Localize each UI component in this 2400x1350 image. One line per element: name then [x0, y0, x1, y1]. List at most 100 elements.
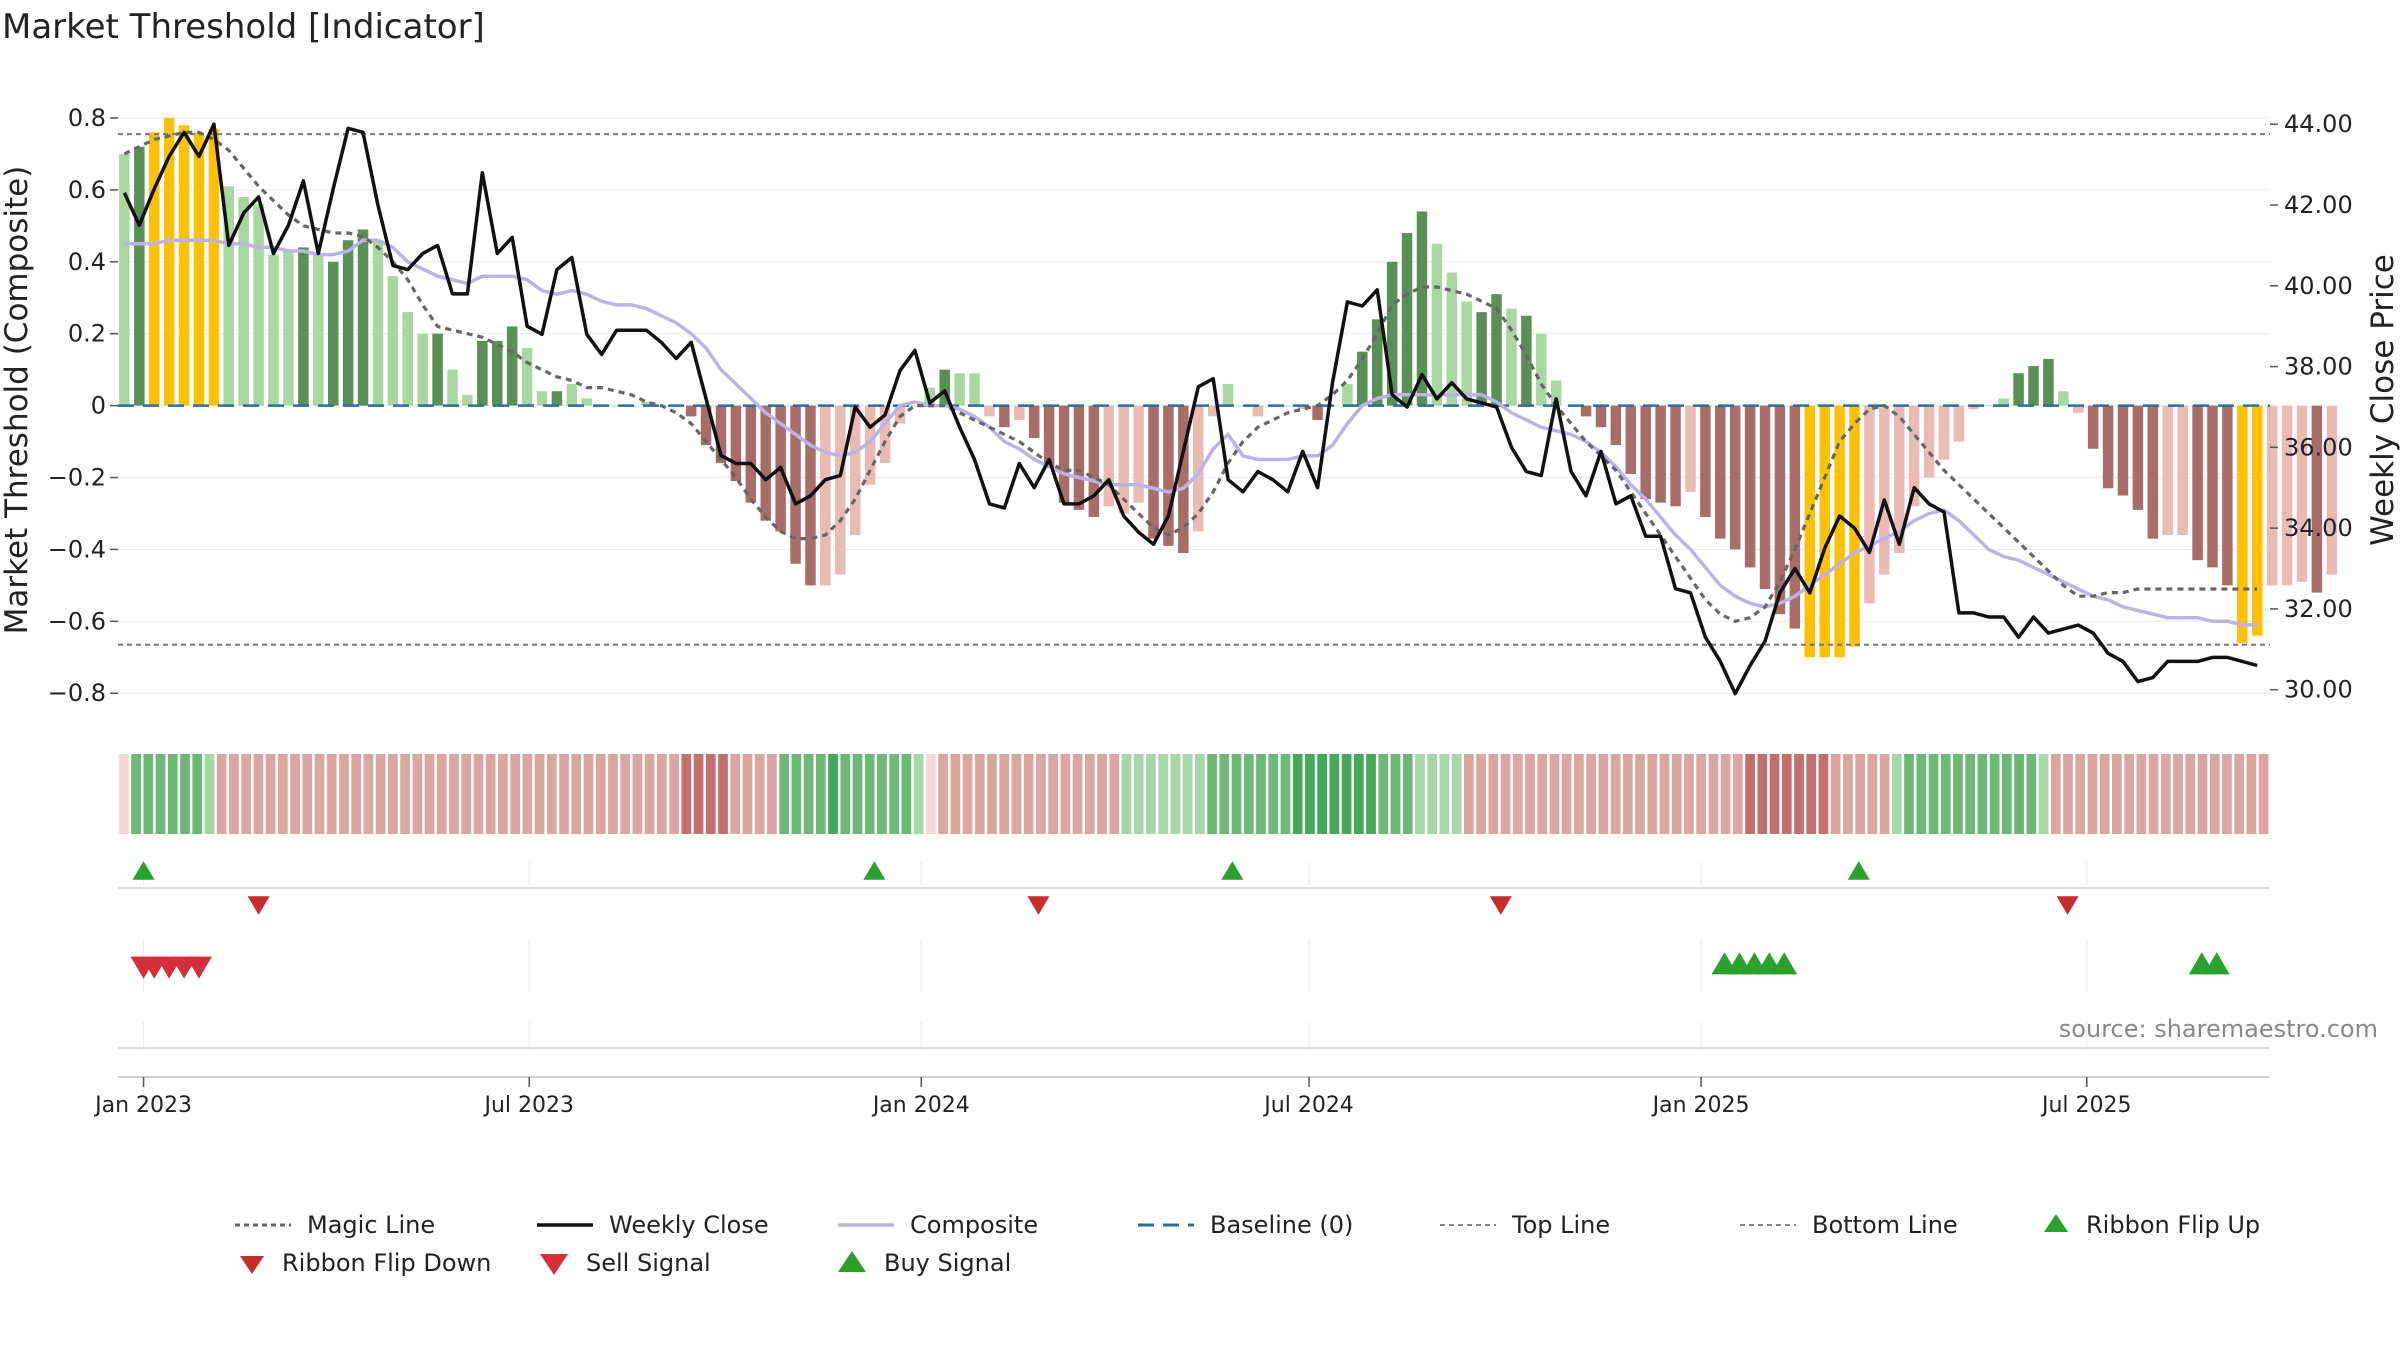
ribbon-cell [1574, 754, 1584, 834]
ribbon-cell [1928, 754, 1939, 834]
ribbon-cell [974, 754, 985, 834]
composite-bar [1491, 294, 1502, 406]
composite-bar [745, 405, 757, 503]
composite-bar [939, 369, 950, 406]
ribbon-cell [1195, 754, 1205, 834]
composite-bar [1894, 405, 1905, 554]
ribbon-cell [1586, 754, 1596, 834]
ribbon-cell [180, 754, 190, 834]
ribbon-cell [326, 754, 337, 834]
ribbon-cell [938, 754, 948, 834]
ribbon-cell [1207, 754, 1217, 834]
ribbon-cell [1023, 754, 1034, 834]
ribbon-cell [473, 754, 484, 834]
composite-bar [1595, 405, 1607, 428]
legend: Magic Line Weekly Close Composite Baseline … [235, 1211, 2260, 1277]
ribbon-cell [644, 754, 655, 834]
composite-bar [969, 373, 980, 406]
ribbon-cell [498, 754, 508, 834]
composite-bar [1357, 351, 1368, 406]
legend-label: Ribbon Flip Down [282, 1249, 491, 1277]
composite-bar [2296, 405, 2308, 582]
composite-bar [402, 312, 414, 406]
ribbon-cell [1011, 754, 1022, 834]
ribbon-cell [253, 754, 264, 834]
x-tick-label: Jan 2025 [1651, 1093, 1750, 1118]
ribbon-cell [2075, 754, 2086, 834]
ribbon-cell [1170, 754, 1181, 834]
ribbon-cell [669, 754, 679, 834]
ribbon-cell [828, 754, 838, 834]
ribbon-cell [815, 754, 826, 834]
series-lines [118, 122, 2270, 696]
ribbon-cell [400, 754, 410, 834]
composite-bar [1834, 405, 1845, 658]
ribbon-cell [339, 754, 349, 834]
ribbon-cell [1891, 754, 1902, 834]
ribbon-cell [351, 754, 362, 834]
legend-label: Composite [910, 1211, 1038, 1239]
weekly-close-line [122, 122, 2258, 696]
composite-bar [238, 197, 249, 406]
ribbon-cell [192, 754, 203, 834]
ribbon-cell [2002, 754, 2012, 834]
ribbon-cell [2197, 754, 2208, 834]
ribbon-cell [1427, 754, 1438, 834]
ribbon-cell [1464, 754, 1474, 834]
ribbon-cell [1390, 754, 1401, 834]
ribbon-cell [2246, 754, 2257, 834]
ribbon-cell [167, 754, 178, 834]
ribbon-cell [1060, 754, 1071, 834]
ribbon-cell [595, 754, 606, 834]
composite-bar [417, 333, 428, 406]
ribbon-cell [314, 754, 325, 834]
y2-tick-label: 40.00 [2284, 272, 2353, 300]
ribbon-cell [277, 754, 288, 834]
composite-bar [2266, 405, 2278, 586]
legend-label: Sell Signal [586, 1249, 711, 1277]
composite-bar [760, 405, 771, 521]
composite-bar [1222, 384, 1234, 406]
legend-label: Bottom Line [1812, 1211, 1958, 1239]
composite-bar [387, 276, 399, 406]
ribbon-cell [1610, 754, 1621, 834]
ribbon-cell [1916, 754, 1927, 834]
ribbon-cell [1353, 754, 1364, 834]
composite-bar [2132, 405, 2144, 510]
legend-label: Buy Signal [884, 1249, 1011, 1277]
ribbon-cell [1757, 754, 1768, 834]
composite-bar [268, 254, 279, 406]
composite-bar [1073, 405, 1085, 510]
ribbon-cell [1940, 754, 1951, 834]
ribbon-cell [2050, 754, 2061, 834]
composite-bar [193, 132, 205, 406]
composite-bar [1014, 405, 1025, 420]
ribbon-cell [1048, 754, 1058, 834]
composite-bars [119, 117, 2338, 658]
composite-bar [1521, 315, 1532, 406]
ribbon-flip-up-marker [863, 861, 886, 880]
composite-bar [2043, 358, 2054, 406]
ribbon-cell [742, 754, 753, 834]
ribbon-cell [2258, 754, 2269, 834]
composite-bar [999, 405, 1010, 428]
ribbon-cell [534, 754, 545, 834]
composite-bar [1043, 405, 1055, 467]
source-credit: source: sharemaestro.com [2059, 1015, 2378, 1043]
ribbon-cell [2209, 754, 2220, 834]
composite-bar [1550, 380, 1562, 406]
ribbon-cell [791, 754, 802, 834]
y-tick-label: 0.8 [68, 104, 106, 132]
y2-tick-label: 36.00 [2284, 433, 2353, 461]
ribbon-cell [1280, 754, 1291, 834]
legend-label: Top Line [1511, 1211, 1610, 1239]
ribbon-flip-down-marker [1489, 896, 1512, 915]
ribbon-cell [1855, 754, 1865, 834]
composite-bar [1625, 405, 1637, 474]
composite-bar [253, 204, 264, 406]
ribbon-cell [1671, 754, 1682, 834]
ribbon-cell [1146, 754, 1156, 834]
y2-tick-label: 42.00 [2284, 191, 2353, 219]
composite-bar [1342, 384, 1353, 406]
ribbon-cell [2160, 754, 2171, 834]
